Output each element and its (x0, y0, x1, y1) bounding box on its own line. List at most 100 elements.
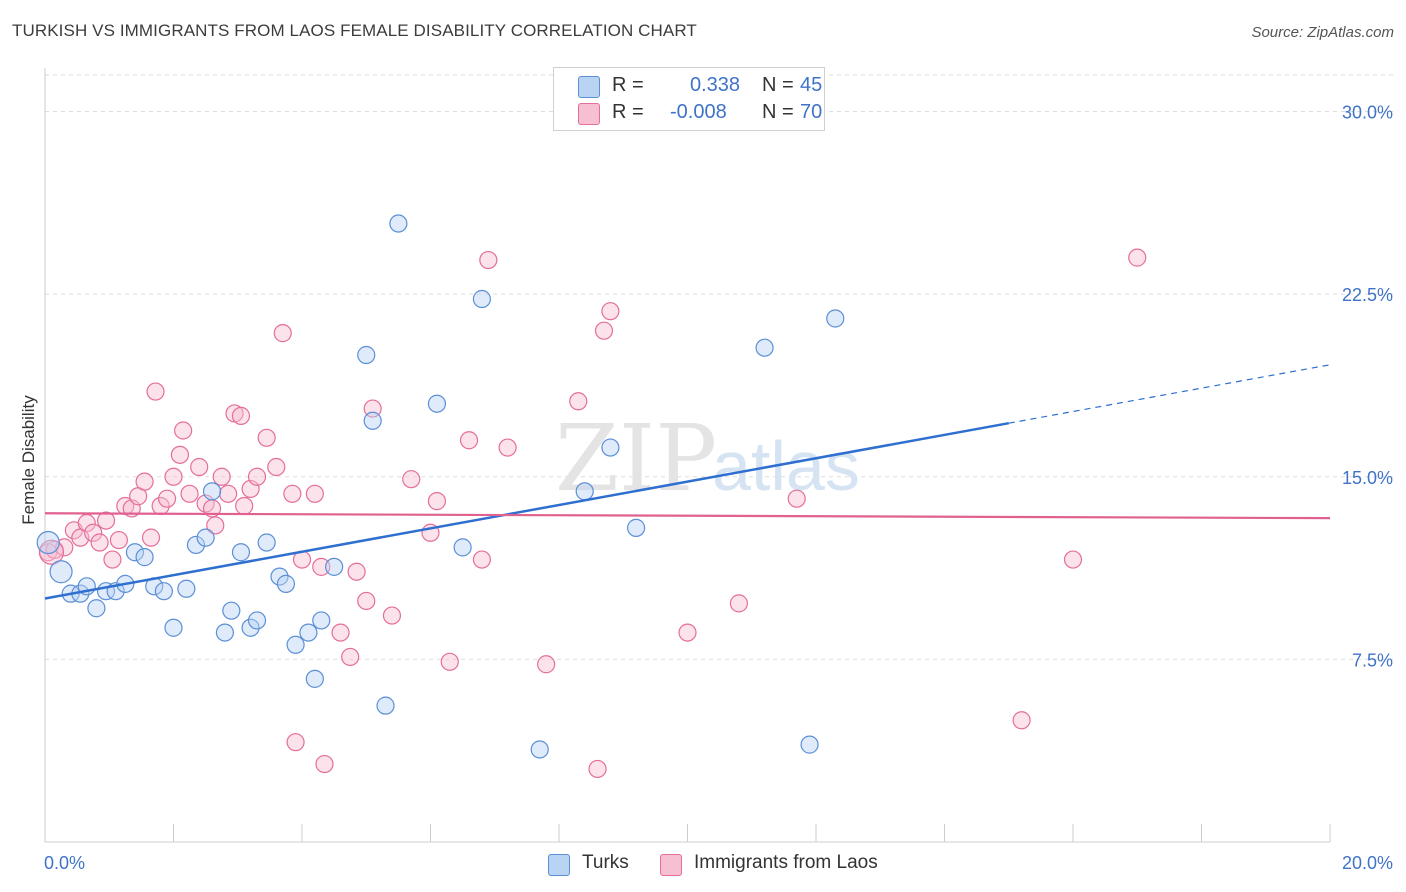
laos-point (347, 562, 366, 581)
laos-point (787, 489, 806, 508)
laos-point (315, 754, 334, 774)
turks-point (186, 535, 206, 555)
turks-point (257, 533, 276, 552)
laos-point (190, 457, 209, 477)
turks-point (472, 289, 491, 309)
laos-point (219, 484, 238, 503)
bottom-legend-label-laos: Immigrants from Laos (694, 852, 878, 873)
legend-n-value: 70 (800, 101, 823, 123)
laos-point (283, 484, 302, 503)
watermark-zip: ZIP (555, 405, 717, 512)
laos-point (273, 324, 292, 343)
turks-point (202, 482, 222, 501)
y-tick-label: 7.5% (1352, 650, 1393, 670)
legend-swatch-turks (578, 76, 600, 98)
chart-source: Source: ZipAtlas.com (1251, 24, 1394, 41)
legend-n-label: N = (762, 74, 794, 96)
turks-trend-line (44, 421, 1009, 600)
laos-point (472, 550, 491, 569)
y-tick-label: 22.5% (1342, 285, 1393, 305)
laos-point (84, 523, 103, 542)
turks-point (125, 543, 145, 562)
turks-point (222, 601, 241, 620)
laos-point (341, 647, 360, 667)
laos-point (157, 489, 177, 508)
turks-point (276, 574, 296, 593)
laos-trend-line (44, 512, 1331, 520)
turks-point (325, 557, 344, 576)
laos-point (146, 382, 165, 401)
turks-point (800, 735, 819, 754)
laos-point (96, 511, 116, 530)
laos-point (164, 467, 183, 486)
laos-point (170, 445, 190, 464)
turks-point (164, 618, 183, 637)
x-tick-labels: 0.0% 20.0% (44, 853, 1393, 873)
laos-point (180, 484, 199, 503)
laos-point (90, 533, 109, 552)
laos-point (1128, 248, 1147, 267)
laos-point (206, 516, 225, 535)
turks-point (247, 611, 267, 630)
turks-point (231, 543, 251, 562)
laos-point (427, 492, 447, 511)
trend-lines (44, 364, 1331, 600)
laos-point (601, 302, 620, 321)
turks-point (135, 548, 154, 567)
bottom-legend-label-turks: Turks (582, 852, 629, 873)
turks-point (357, 345, 376, 365)
laos-point (286, 733, 305, 752)
turks-point (755, 338, 774, 357)
turks-point (453, 538, 472, 557)
x-tick-label: 0.0% (44, 853, 85, 873)
turks-point (376, 696, 395, 715)
legend-r-value: 0.338 (690, 74, 741, 96)
laos-point (569, 392, 588, 411)
laos-point (174, 421, 193, 440)
turks-trend-extension (1008, 364, 1331, 424)
turks-point (389, 214, 408, 233)
laos-point (109, 530, 128, 550)
turks-point (87, 599, 106, 618)
laos-point-large (38, 539, 65, 565)
legend-swatch-laos (578, 103, 600, 125)
turks-point (215, 623, 234, 642)
laos-point (212, 467, 231, 486)
turks-point (305, 669, 324, 688)
legend-r-label: R = (612, 101, 644, 123)
turks-point (196, 528, 215, 547)
correlation-legend: R = 0.338 N = 45 R = -0.008 N = 70 (553, 67, 825, 131)
turks-point (363, 411, 382, 430)
laos-point (729, 594, 749, 613)
laos-point (247, 467, 267, 486)
legend-r-value: -0.008 (670, 101, 727, 123)
laos-point (402, 470, 421, 489)
watermark: ZIP atlas (555, 405, 860, 512)
laos-point (305, 484, 324, 503)
y-axis-label: Female Disability (19, 395, 38, 525)
grid-lines (45, 74, 1395, 660)
laos-point (1063, 550, 1083, 569)
axes (44, 68, 1331, 843)
laos-point (331, 623, 350, 642)
laos-point (678, 623, 697, 642)
turks-point (826, 309, 845, 328)
legend-n-label: N = (762, 101, 794, 123)
y-tick-label: 30.0% (1342, 103, 1393, 123)
laos-point (235, 496, 254, 516)
turks-point (575, 482, 594, 501)
legend-n-value: 45 (800, 74, 823, 96)
watermark-atlas: atlas (712, 427, 860, 505)
x-tick-label: 20.0% (1342, 853, 1393, 873)
laos-point (594, 321, 614, 340)
turks-point (626, 518, 646, 537)
laos-point (440, 652, 459, 671)
turks-point (286, 635, 305, 654)
turks-point (49, 560, 73, 584)
turks-point (36, 530, 60, 555)
bottom-legend-swatch-turks (548, 854, 570, 876)
turks-point (154, 582, 173, 601)
laos-point (103, 550, 122, 569)
laos-point (382, 606, 402, 625)
